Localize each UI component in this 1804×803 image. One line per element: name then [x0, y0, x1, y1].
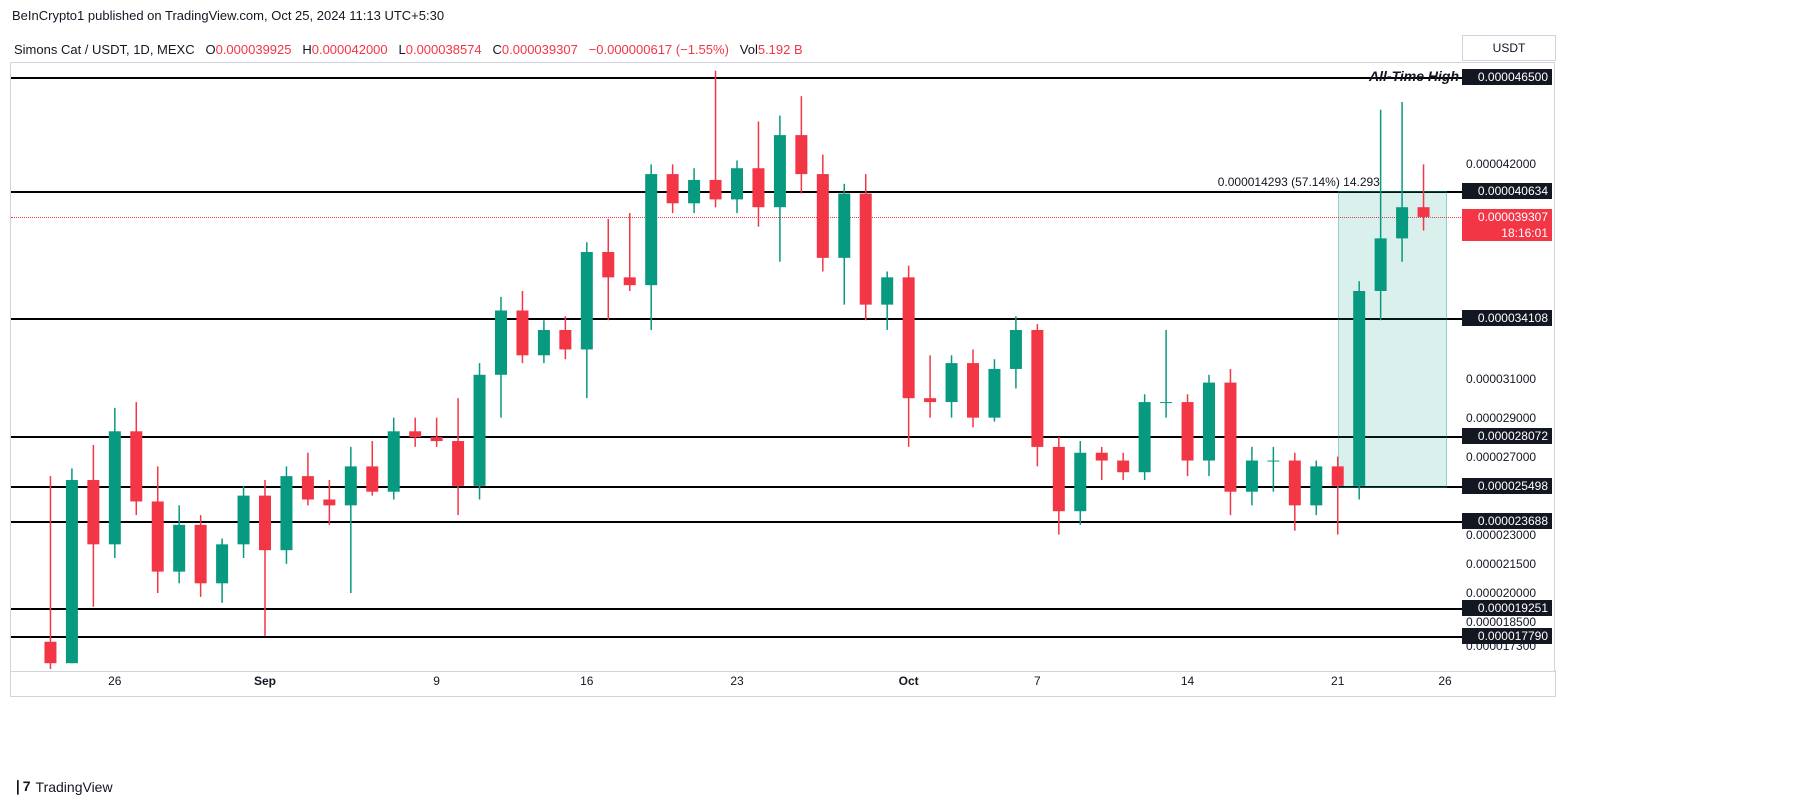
y-price-tag: 0.000023688 — [1462, 513, 1552, 529]
y-price-tag: 0.000025498 — [1462, 478, 1552, 494]
x-tick-label: Oct — [899, 674, 919, 688]
x-tick-label: 23 — [730, 674, 743, 688]
x-tick-label: Sep — [254, 674, 276, 688]
currency-label: USDT — [1493, 41, 1526, 55]
tradingview-brand: TradingView — [36, 779, 113, 795]
x-tick-label: 14 — [1181, 674, 1194, 688]
ohlc-change: −0.000000617 — [589, 42, 673, 57]
y-tick-label: 0.000021500 — [1466, 557, 1536, 571]
ohlc-pct: (−1.55%) — [676, 42, 729, 57]
y-axis[interactable]: 0.000042000 0.000031000 0.000029000 0.00002… — [1462, 62, 1555, 672]
y-price-tag: 0.000046500 — [1462, 69, 1552, 85]
ohlc-o: 0.000039925 — [216, 42, 292, 57]
y-price-tag: 0.000017790 — [1462, 628, 1552, 644]
publish-line: BeInCrypto1 published on TradingView.com… — [12, 8, 444, 23]
ohlc-c: 0.000039307 — [502, 42, 578, 57]
y-tick-label: 0.000031000 — [1466, 372, 1536, 386]
ohlc-h: 0.000042000 — [312, 42, 388, 57]
ohlc-l-label: L — [399, 42, 406, 57]
x-tick-label: 26 — [1438, 674, 1451, 688]
chart-legend: Simons Cat / USDT, 1D, MEXC O0.000039925… — [14, 42, 803, 57]
publish-text: published on TradingView.com, Oct 25, 20… — [88, 8, 444, 23]
y-tick-label: 0.000029000 — [1466, 411, 1536, 425]
y-price-tag: 0.000034108 — [1462, 310, 1552, 326]
ohlc-c-label: C — [493, 42, 502, 57]
y-tick-label: 0.000023000 — [1466, 528, 1536, 542]
ohlc-l: 0.000038574 — [406, 42, 482, 57]
chart-area[interactable]: All-Time High0.000014293 (57.14%) 14.293 — [10, 62, 1463, 672]
ohlc-o-label: O — [205, 42, 215, 57]
y-price-tag: 0.000019251 — [1462, 600, 1552, 616]
ohlc-h-label: H — [302, 42, 311, 57]
x-tick-label: 21 — [1331, 674, 1344, 688]
x-tick-label: 9 — [433, 674, 440, 688]
pair-label[interactable]: Simons Cat / USDT, 1D, MEXC — [14, 42, 195, 57]
x-tick-label: 16 — [580, 674, 593, 688]
candlestick-svg — [11, 63, 1463, 671]
y-price-tag: 0.000039307 — [1462, 209, 1552, 225]
y-tick-label: 0.000042000 — [1466, 157, 1536, 171]
y-price-tag: 0.000040634 — [1462, 183, 1552, 199]
countdown-tag: 18:16:01 — [1462, 225, 1552, 241]
vol-label: Vol — [740, 42, 758, 57]
y-tick-label: 0.000020000 — [1466, 586, 1536, 600]
currency-box[interactable]: USDT — [1462, 35, 1556, 61]
y-price-tag: 0.000028072 — [1462, 428, 1552, 444]
vol-value: 5.192 B — [758, 42, 803, 57]
y-tick-label: 0.000027000 — [1466, 450, 1536, 464]
x-axis[interactable]: 26 Sep 9 16 23 Oct 7 14 21 26 — [10, 670, 1556, 697]
publisher: BeInCrypto1 — [12, 8, 84, 23]
x-tick-label: 26 — [108, 674, 121, 688]
footer: ❘7 TradingView — [12, 778, 113, 795]
x-tick-label: 7 — [1034, 674, 1041, 688]
tradingview-logo-icon: ❘7 — [12, 778, 30, 795]
